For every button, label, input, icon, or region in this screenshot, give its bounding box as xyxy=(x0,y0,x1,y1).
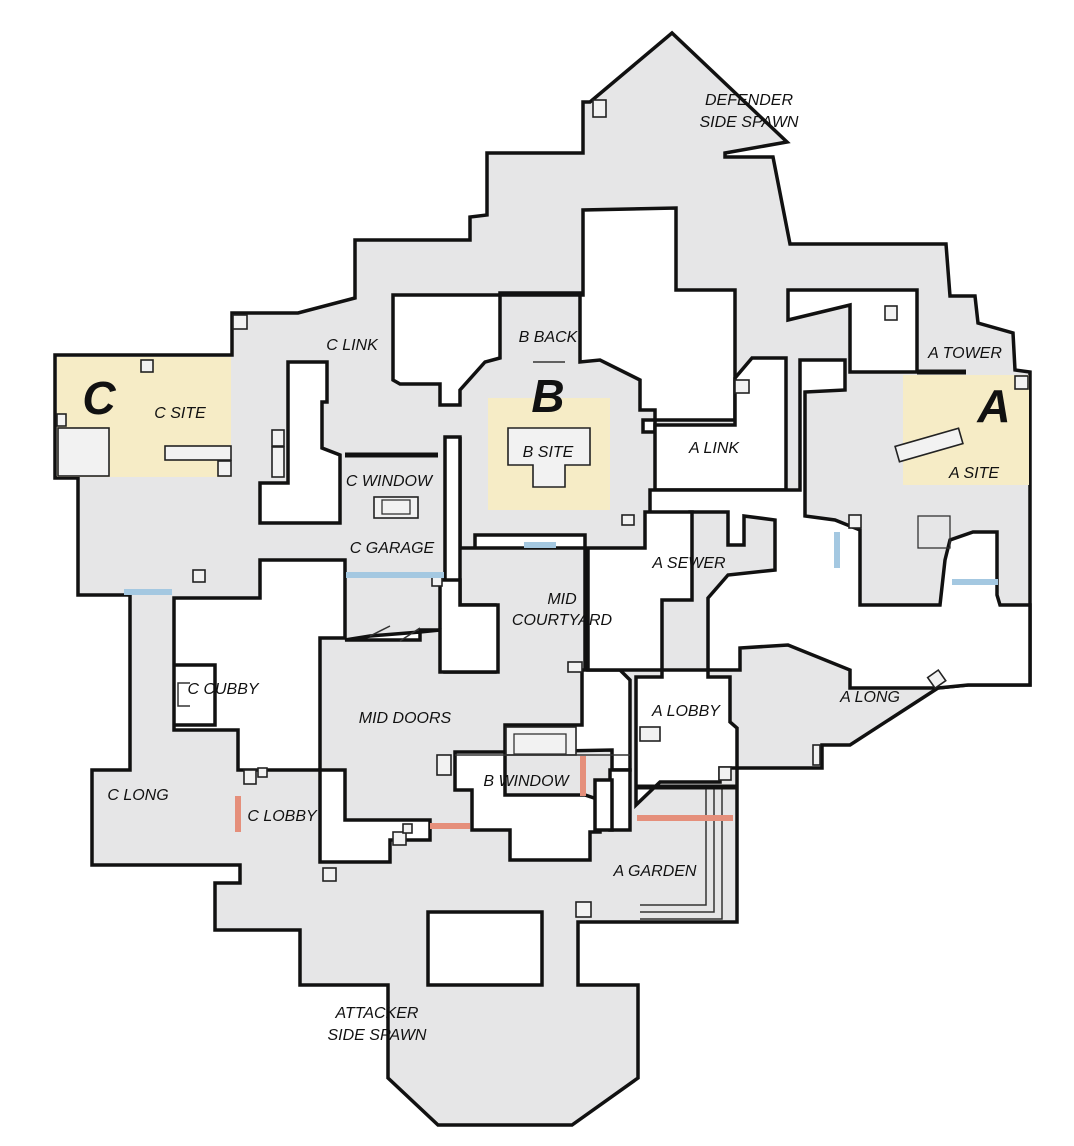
c-site-crate xyxy=(217,460,232,477)
mid-courtyard-label-1: MID xyxy=(547,591,577,608)
a-site-label: A SITE xyxy=(948,465,999,482)
mid-block-left xyxy=(458,437,632,772)
c-window-sill xyxy=(373,496,419,519)
a-sewer-label: A SEWER xyxy=(651,555,726,572)
a-sewer-box xyxy=(848,514,862,529)
a-long-box xyxy=(926,668,947,690)
c-cubby-area xyxy=(172,558,347,772)
a-lobby-left-block xyxy=(634,668,739,810)
c-garage-label: C GARAGE xyxy=(350,540,435,557)
c-link-box xyxy=(232,314,248,330)
b-window-block xyxy=(453,750,602,862)
a-lobby-box xyxy=(639,726,661,742)
a-garden-label: A GARDEN xyxy=(613,863,697,880)
a-tower-label: A TOWER xyxy=(927,345,1002,362)
b-window-box xyxy=(436,754,452,776)
c-garage-rail xyxy=(369,625,421,642)
a-tower-box xyxy=(884,305,898,321)
b-site-corner-box xyxy=(621,514,635,526)
c-lobby-box-3 xyxy=(392,831,407,846)
a-site-bench xyxy=(894,427,964,463)
spawn-obstacle xyxy=(426,910,544,987)
c-site-label: C SITE xyxy=(154,405,206,422)
c-cubby-rail xyxy=(177,682,190,707)
b-site-label: B SITE xyxy=(523,444,574,461)
mid-doors-stairs-inner xyxy=(513,733,567,755)
c-link-label: C LINK xyxy=(326,337,379,354)
a-garden-rail-3 xyxy=(640,785,723,920)
b-window-label: B WINDOW xyxy=(483,773,570,790)
a-garden-rail-2 xyxy=(640,785,715,913)
mid-doors-label: MID DOORS xyxy=(359,710,452,727)
a-long-label: A LONG xyxy=(839,689,900,706)
a-site-crate xyxy=(1014,375,1029,390)
a-lobby-label: A LOBBY xyxy=(651,703,721,720)
attacker-spawn-label-1: ATTACKER xyxy=(335,1005,419,1022)
a-long-post xyxy=(812,744,821,766)
b-heaven-block xyxy=(391,206,737,434)
c-site-box-top xyxy=(140,359,154,373)
defender-spawn-box xyxy=(592,99,607,118)
a-site-door-frame xyxy=(917,515,951,549)
mid-doors-block xyxy=(344,578,500,674)
c-window-label: C WINDOW xyxy=(346,473,434,490)
spawn-box-left xyxy=(322,867,337,882)
mid-garden-block xyxy=(593,778,614,832)
c-lobby-box-2 xyxy=(257,767,268,778)
a-link-label: A LINK xyxy=(688,440,740,457)
c-site-letter: C xyxy=(82,372,116,424)
c-lobby-label: C LOBBY xyxy=(247,808,318,825)
a-site-inner-block xyxy=(648,358,1032,690)
c-lobby-box-1 xyxy=(243,769,257,785)
c-site-small-box xyxy=(56,413,67,427)
a-lobby-corner-box xyxy=(718,766,732,781)
b-site-letter: B xyxy=(531,370,564,422)
defender-spawn-label-1: DEFENDER xyxy=(705,92,793,109)
c-site-long-box xyxy=(164,445,232,461)
c-lobby-box-4 xyxy=(402,823,413,834)
mid-right-block xyxy=(586,510,694,672)
c-garage-box xyxy=(192,569,206,583)
c-long-label: C LONG xyxy=(107,787,168,804)
a-link-box xyxy=(734,379,750,394)
attacker-spawn-label-2: SIDE SPAWN xyxy=(328,1027,427,1044)
a-garden-rail-1 xyxy=(640,785,707,906)
defender-spawn-label-2: SIDE SPAWN xyxy=(700,114,799,131)
b-site-platform xyxy=(507,427,591,488)
c-window-sill-inner xyxy=(381,499,411,515)
c-window-box-2 xyxy=(271,446,285,478)
a-site-zone xyxy=(903,375,1029,485)
c-window-box-1 xyxy=(271,429,285,447)
a-site-letter: A xyxy=(976,380,1010,432)
c-link-pillar xyxy=(258,360,342,525)
mid-doors-stairs xyxy=(505,726,577,756)
c-site-big-box xyxy=(57,427,110,477)
c-cubby-label: C CUBBY xyxy=(187,681,259,698)
garden-box xyxy=(575,901,592,918)
mid-courtyard-box xyxy=(567,661,583,673)
mid-courtyard-label-2: COURTYARD xyxy=(512,612,613,629)
b-back-label: B BACK xyxy=(519,329,579,346)
